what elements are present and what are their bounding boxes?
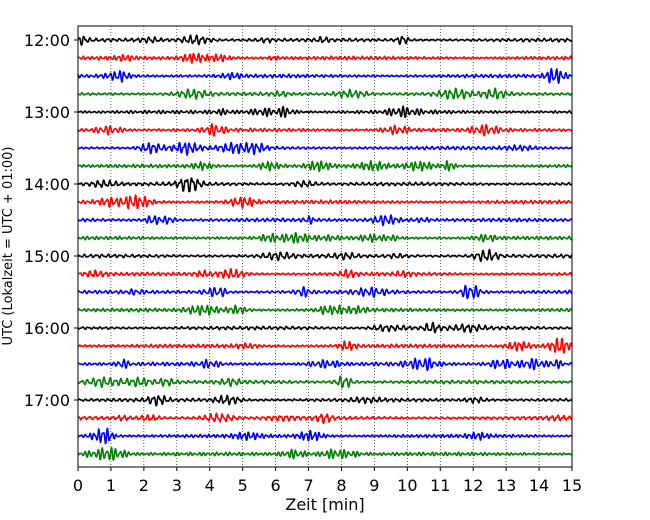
plot-frame — [77, 25, 573, 468]
x-tick-label: 10 — [397, 476, 417, 495]
x-tick-label: 12 — [463, 476, 483, 495]
trace-line — [77, 446, 573, 462]
y-axis: 12:00 13:00 14:00 15:00 16:00 17:00 — [24, 31, 78, 410]
x-axis: 0 1 2 3 4 5 6 7 8 9 10 11 12 13 14 15 — [73, 467, 582, 495]
trace-line — [77, 304, 573, 316]
y-tick-label: 17:00 — [24, 391, 70, 410]
trace-line — [77, 177, 573, 193]
trace-line — [77, 394, 573, 407]
trace-line — [77, 231, 573, 244]
trace-line — [77, 87, 573, 100]
trace-line — [77, 123, 573, 137]
x-tick-label: 11 — [430, 476, 450, 495]
x-tick-label: 9 — [369, 476, 379, 495]
trace-line — [77, 427, 573, 445]
x-tick-label: 7 — [303, 476, 313, 495]
x-tick-label: 15 — [562, 476, 582, 495]
x-tick-label: 13 — [496, 476, 516, 495]
trace-line — [77, 141, 573, 157]
traces — [77, 34, 573, 462]
trace-line — [77, 337, 573, 354]
x-tick-label: 8 — [336, 476, 346, 495]
trace-line — [77, 214, 573, 227]
x-tick-label: 4 — [205, 476, 215, 495]
trace-line — [77, 412, 573, 425]
trace-line — [77, 34, 573, 46]
trace-line — [77, 67, 573, 85]
x-tick-label: 3 — [172, 476, 182, 495]
x-tick-label: 0 — [73, 476, 83, 495]
trace-line — [77, 105, 573, 119]
x-tick-label: 1 — [106, 476, 116, 495]
x-tick-label: 2 — [139, 476, 149, 495]
x-tick-label: 5 — [238, 476, 248, 495]
trace-line — [77, 267, 573, 279]
x-axis-label: Zeit [min] — [285, 495, 364, 514]
trace-line — [77, 159, 573, 173]
trace-line — [77, 375, 573, 389]
trace-line — [77, 284, 573, 300]
y-tick-label: 12:00 — [24, 31, 70, 50]
y-tick-label: 13:00 — [24, 103, 70, 122]
x-tick-label: 6 — [271, 476, 281, 495]
y-tick-label: 16:00 — [24, 319, 70, 338]
trace-line — [77, 194, 573, 210]
trace-line — [77, 321, 573, 334]
trace-line — [77, 357, 573, 372]
x-tick-label: 14 — [529, 476, 549, 495]
y-tick-label: 15:00 — [24, 247, 70, 266]
trace-line — [77, 248, 573, 262]
y-tick-label: 14:00 — [24, 175, 70, 194]
trace-line — [77, 52, 573, 64]
y-axis-label: UTC (Lokalzeit = UTC + 01:00) — [1, 147, 16, 346]
